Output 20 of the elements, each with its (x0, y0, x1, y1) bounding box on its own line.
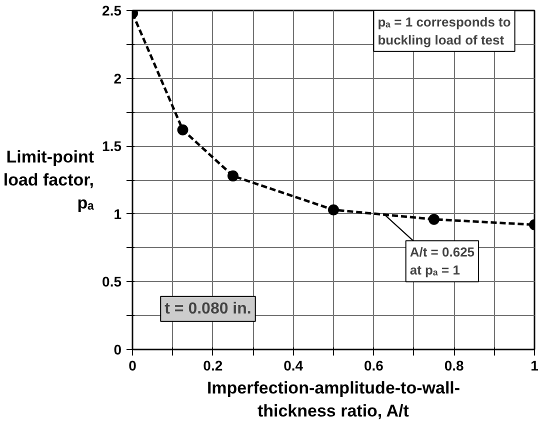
y-tick-label: 0.5 (102, 274, 122, 290)
x-tick-label: 0 (128, 358, 137, 374)
x-tick-label: 0.2 (203, 358, 223, 374)
annotation: A/t = 0.625 at pₐ = 1 (410, 244, 475, 278)
y-tick-label: 2 (114, 70, 122, 86)
x-tick-label: 1 (530, 358, 539, 374)
point (328, 204, 339, 216)
y-tick-label: 2.5 (102, 2, 122, 18)
x-axis-title: Imperfection-amplitude-to-wall-thickness ratio, A/t (206, 378, 460, 420)
x-tick-label: 0.6 (364, 358, 384, 374)
y-tick-label: 1 (114, 206, 122, 222)
annotation: pₐ = 1 corresponds to buckling load of test (378, 14, 511, 48)
x-tick-label: 0.4 (284, 358, 304, 374)
x-tick-label: 0.8 (444, 358, 464, 374)
point (228, 170, 238, 182)
annotation: t = 0.080 in. (164, 300, 252, 318)
y-tick-label: 1.5 (102, 138, 122, 154)
y-tick-label: 0 (114, 342, 122, 358)
point (428, 214, 440, 225)
y-axis-title: Limit-point load factor, pₐ (3, 148, 95, 212)
